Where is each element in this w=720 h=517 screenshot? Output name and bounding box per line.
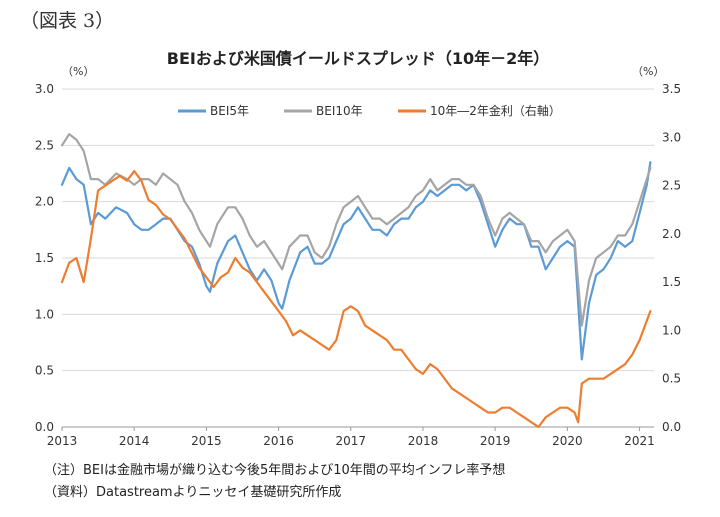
legend: BEI5年 BEI10年 10年―2年金利（右軸） bbox=[178, 103, 561, 118]
left-tick-label: 0.0 bbox=[35, 420, 54, 434]
series-lines bbox=[60, 133, 652, 429]
left-tick-label: 1.5 bbox=[35, 251, 54, 265]
legend-label-2: 10年―2年金利（右軸） bbox=[430, 103, 561, 118]
x-tick-label: 2020 bbox=[552, 434, 583, 448]
x-tick-label: 2021 bbox=[624, 434, 655, 448]
x-tick-label: 2014 bbox=[119, 434, 150, 448]
x-tick-label: 2015 bbox=[191, 434, 222, 448]
left-axis-unit: （%） bbox=[62, 65, 94, 78]
right-tick-label: 0.5 bbox=[662, 372, 681, 386]
x-tick-label: 2019 bbox=[480, 434, 511, 448]
x-tick-label: 2018 bbox=[408, 434, 439, 448]
right-tick-label: 3.0 bbox=[662, 130, 681, 144]
grid bbox=[62, 88, 654, 428]
left-tick-label: 1.0 bbox=[35, 307, 54, 321]
right-tick-label: 3.5 bbox=[662, 82, 681, 96]
right-axis-unit: （%） bbox=[632, 65, 664, 78]
right-tick-label: 0.0 bbox=[662, 420, 681, 434]
x-tick-label: 2016 bbox=[263, 434, 294, 448]
right-tick-label: 2.0 bbox=[662, 227, 681, 241]
x-axis-ticks: 2013 2014 2015 2016 2017 2018 2019 2020 2021 bbox=[47, 427, 655, 448]
left-tick-label: 3.0 bbox=[35, 82, 54, 96]
chart-title: BEIおよび米国債イールドスプレッド（10年－2年） bbox=[167, 49, 549, 68]
right-tick-label: 1.0 bbox=[662, 323, 681, 337]
left-tick-label: 2.0 bbox=[35, 195, 54, 209]
left-tick-label: 0.5 bbox=[35, 364, 54, 378]
series-line-2 bbox=[60, 170, 652, 429]
legend-label-0: BEI5年 bbox=[210, 104, 249, 118]
figure-label: （図表 3） bbox=[20, 10, 115, 32]
right-axis-ticks: 0.0 0.5 1.0 1.5 2.0 2.5 3.0 3.5 bbox=[662, 82, 681, 434]
left-axis-ticks: 0.0 0.5 1.0 1.5 2.0 2.5 3.0 bbox=[35, 82, 54, 434]
right-tick-label: 2.5 bbox=[662, 179, 681, 193]
series-line-0 bbox=[60, 161, 652, 361]
x-tick-label: 2017 bbox=[336, 434, 367, 448]
legend-label-1: BEI10年 bbox=[316, 104, 363, 118]
note-source: （資料）Datastreamよりニッセイ基礎研究所作成 bbox=[44, 485, 342, 500]
x-tick-label: 2013 bbox=[47, 434, 78, 448]
left-tick-label: 2.5 bbox=[35, 138, 54, 152]
note-footnote: （注）BEIは金融市場が織り込む今後5年間および10年間の平均インフレ率予想 bbox=[44, 463, 506, 478]
right-tick-label: 1.5 bbox=[662, 275, 681, 289]
series-line-1 bbox=[60, 133, 652, 327]
